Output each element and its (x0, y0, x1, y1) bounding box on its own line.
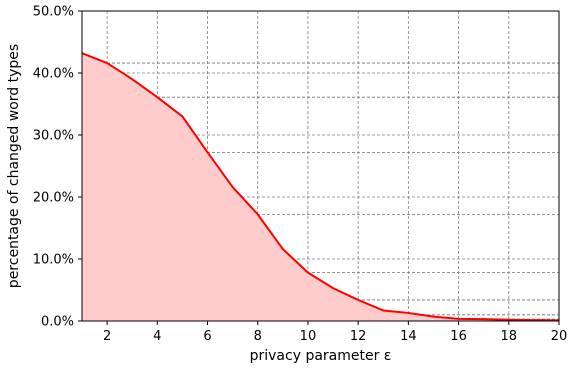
y-tick-label: 10.0% (33, 253, 74, 268)
x-axis-label: privacy parameter ε (250, 348, 392, 364)
x-tick-label: 18 (501, 329, 518, 344)
x-tick-label: 8 (254, 329, 262, 344)
series-line (81, 52, 560, 322)
y-axis-label: percentage of changed word types (6, 44, 22, 288)
x-tick-label: 2 (103, 329, 111, 344)
x-tick-label: 12 (350, 329, 367, 344)
x-axis-ticks: 2 4 6 8 10 12 14 16 18 20 (103, 321, 567, 344)
x-tick-label: 6 (203, 329, 211, 344)
y-tick-label: 20.0% (33, 191, 74, 206)
y-axis-ticks: 0.0% 10.0% 20.0% 30.0% 40.0% 50.0% (33, 5, 82, 330)
x-tick-label: 10 (300, 329, 317, 344)
y-tick-label: 0.0% (41, 315, 74, 330)
x-tick-label: 20 (551, 329, 568, 344)
x-tick-label: 4 (153, 329, 161, 344)
x-tick-label: 14 (400, 329, 417, 344)
plot-frame (81, 10, 560, 322)
y-tick-label: 30.0% (33, 129, 74, 144)
y-tick-label: 40.0% (33, 67, 74, 82)
series-area-fill (82, 53, 559, 321)
x-tick-label: 16 (450, 329, 467, 344)
y-tick-label: 50.0% (33, 5, 74, 20)
